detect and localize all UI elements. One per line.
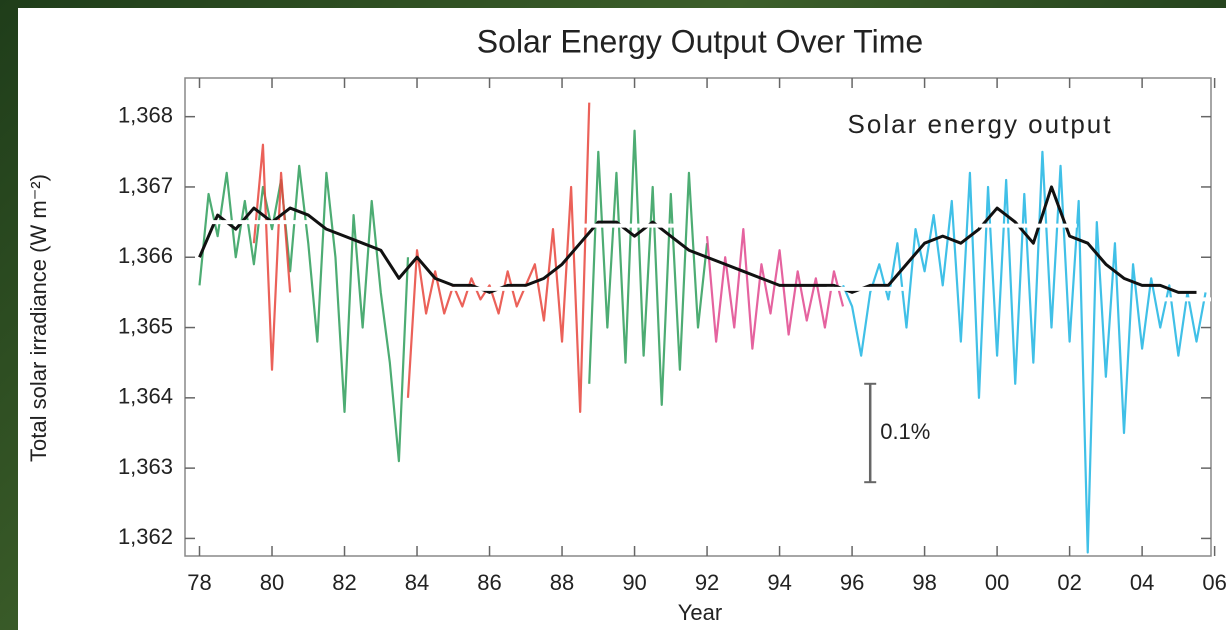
x-tick-label: 90 bbox=[622, 570, 646, 595]
y-tick-label: 1,367 bbox=[118, 173, 173, 198]
y-tick-label: 1,365 bbox=[118, 313, 173, 338]
x-tick-label: 02 bbox=[1057, 570, 1081, 595]
page: {"chart_data": {"type": "line", "title":… bbox=[0, 0, 1226, 630]
y-axis-label: Total solar irradiance (W m⁻²) bbox=[26, 174, 51, 462]
x-tick-label: 78 bbox=[187, 570, 211, 595]
x-tick-label: 84 bbox=[405, 570, 429, 595]
x-tick-label: 92 bbox=[695, 570, 719, 595]
x-tick-label: 80 bbox=[260, 570, 284, 595]
x-tick-label: 88 bbox=[550, 570, 574, 595]
chart: Solar Energy Output Over Time Solar ener… bbox=[0, 0, 1226, 630]
annotation: Solar energy output bbox=[848, 109, 1113, 139]
x-tick-label: 82 bbox=[332, 570, 356, 595]
y-tick-label: 1,364 bbox=[118, 384, 173, 409]
x-tick-label: 96 bbox=[840, 570, 864, 595]
y-tick-label: 1,368 bbox=[118, 102, 173, 127]
x-tick-label: 86 bbox=[477, 570, 501, 595]
x-tick-label: 94 bbox=[767, 570, 791, 595]
x-tick-label: 00 bbox=[985, 570, 1009, 595]
x-tick-label: 98 bbox=[912, 570, 936, 595]
x-tick-label: 06 bbox=[1202, 570, 1226, 595]
scale-bar-label: 0.1% bbox=[880, 419, 930, 444]
chart-title: Solar Energy Output Over Time bbox=[477, 23, 923, 59]
y-tick-label: 1,362 bbox=[118, 524, 173, 549]
chart-panel bbox=[18, 8, 1226, 630]
y-tick-label: 1,363 bbox=[118, 454, 173, 479]
x-tick-label: 04 bbox=[1130, 570, 1154, 595]
x-axis-label: Year bbox=[678, 600, 722, 625]
y-tick-label: 1,366 bbox=[118, 243, 173, 268]
